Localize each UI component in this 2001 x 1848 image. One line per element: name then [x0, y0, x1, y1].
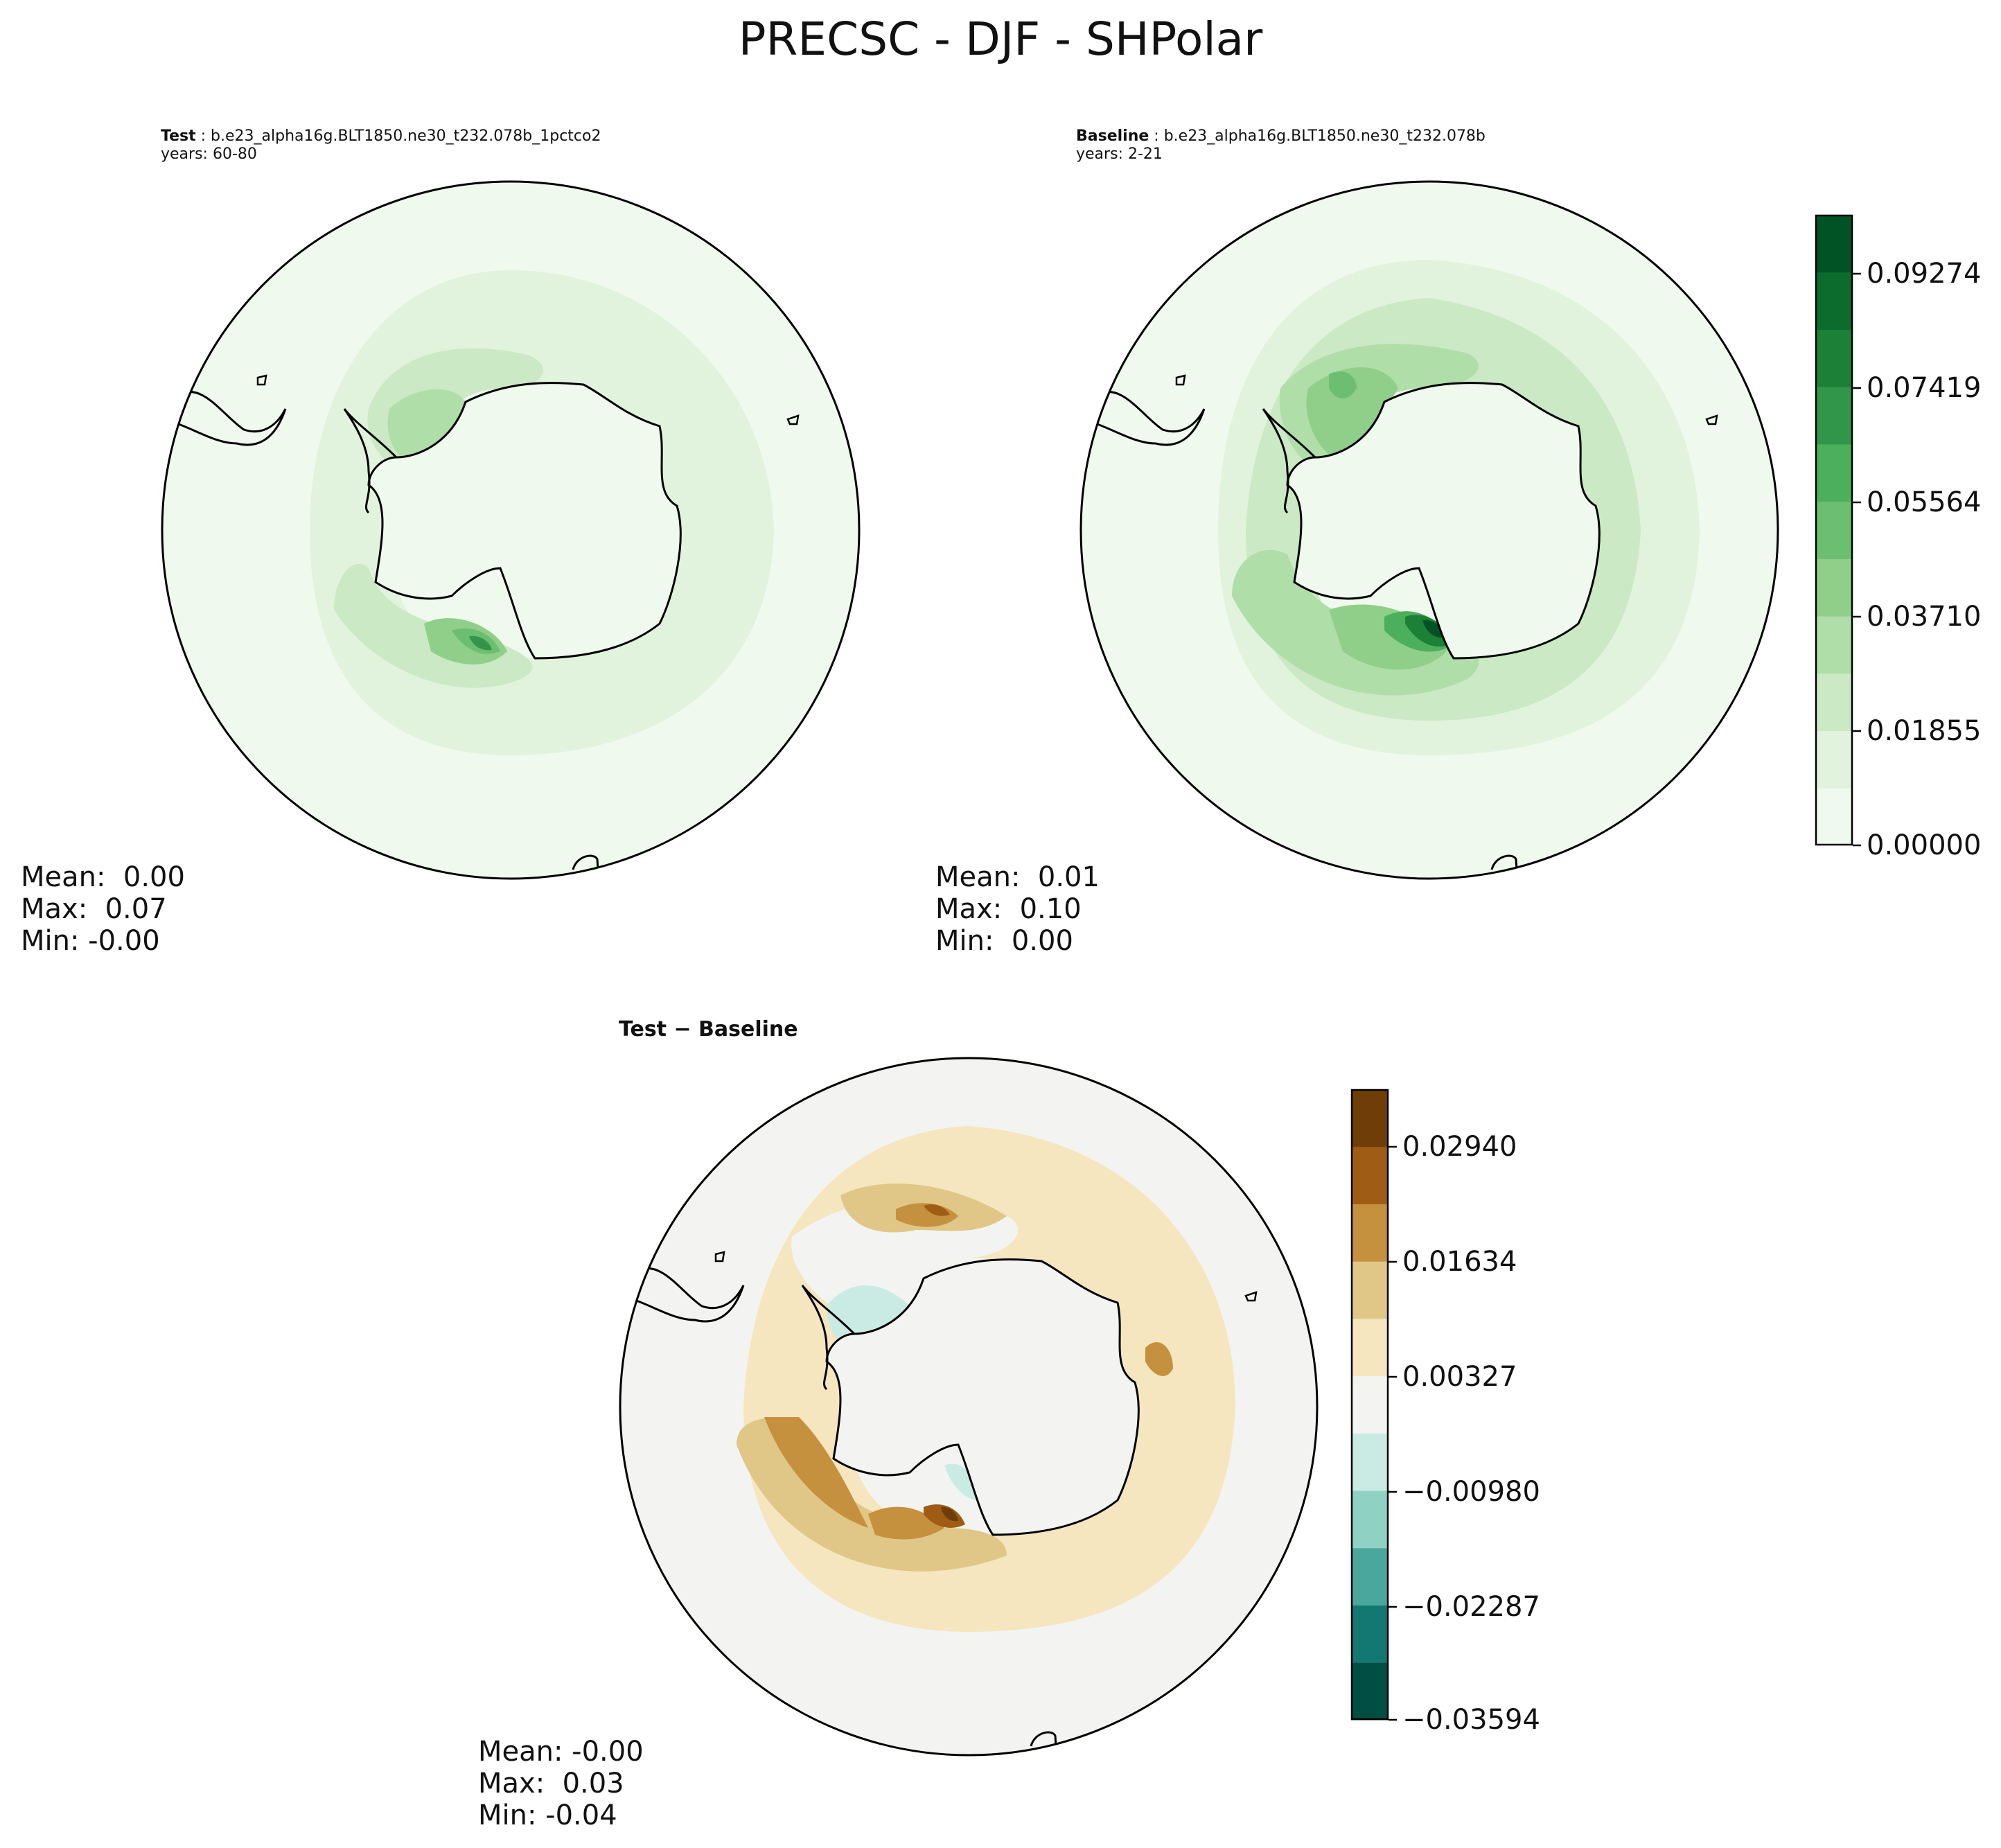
colorbar-segment: [1351, 1490, 1389, 1549]
baseline-min: Min: 0.00: [935, 925, 1073, 957]
colorbar-segment: [1351, 1547, 1389, 1606]
colorbar-segment: [1351, 1204, 1389, 1262]
colorbar-tick-label: 0.01855: [1867, 715, 1982, 747]
colorbar-tick-label: 0.00327: [1402, 1361, 1517, 1393]
diff-mean: Mean: -0.00: [478, 1736, 644, 1768]
test-case-label: Test : b.e23_alpha16g.BLT1850.ne30_t232.…: [161, 127, 601, 146]
baseline-case-label: Baseline : b.e23_alpha16g.BLT1850.ne30_t…: [1076, 127, 1486, 146]
test-max: Max: 0.07: [21, 893, 167, 925]
colorbar-tick-label: 0.09274: [1867, 258, 1982, 290]
colorbar-segment: [1815, 730, 1853, 789]
figure-title: PRECSC - DJF - SHPolar: [738, 12, 1263, 66]
test-label: Test: [161, 127, 196, 145]
test-case-name: : b.e23_alpha16g.BLT1850.ne30_t232.078b_…: [195, 127, 601, 145]
diff-max: Max: 0.03: [478, 1768, 624, 1799]
baseline-case-name: : b.e23_alpha16g.BLT1850.ne30_t232.078b: [1149, 127, 1486, 145]
colorbar-segment: [1351, 1433, 1389, 1491]
colorbar-tick-label: 0.02940: [1402, 1131, 1517, 1163]
baseline-mean: Mean: 0.01: [935, 861, 1100, 893]
colorbar-tick-label: 0.07419: [1867, 372, 1982, 404]
colorbar-segment: [1815, 329, 1853, 387]
colorbar-segment: [1351, 1089, 1389, 1147]
baseline-map: [1079, 180, 1779, 880]
main-colorbar: [1815, 214, 1861, 847]
colorbar-border: [1815, 214, 1853, 846]
colorbar-segment: [1815, 501, 1853, 559]
colorbar-tick-label: −0.03594: [1402, 1704, 1540, 1736]
diff-min: Min: -0.04: [478, 1799, 617, 1831]
baseline-max: Max: 0.10: [935, 893, 1082, 925]
colorbar-segment: [1351, 1261, 1389, 1319]
colorbar-segment: [1351, 1146, 1389, 1204]
colorbar-segment: [1351, 1318, 1389, 1377]
colorbar-border: [1350, 1089, 1389, 1721]
diff-stats: Mean: -0.00 Max: 0.03 Min: -0.04: [478, 1736, 644, 1831]
diff-map: [619, 1057, 1319, 1757]
colorbar-segment: [1351, 1605, 1389, 1663]
colorbar-tick-label: 0.05564: [1867, 486, 1982, 518]
colorbar-segment: [1815, 788, 1853, 846]
colorbar-segment: [1815, 616, 1853, 674]
test-stats: Mean: 0.00 Max: 0.07 Min: -0.00: [21, 861, 185, 957]
diff-title: Test − Baseline: [619, 1017, 798, 1041]
colorbar-segment: [1815, 558, 1853, 617]
colorbar-segment: [1815, 387, 1853, 445]
diff-colorbar: [1350, 1089, 1397, 1721]
test-map: [161, 180, 861, 880]
colorbar-segment: [1815, 673, 1853, 732]
colorbar-segment: [1815, 272, 1853, 330]
colorbar-segment: [1815, 215, 1853, 273]
baseline-label: Baseline: [1076, 127, 1149, 145]
colorbar-tick-label: 0.01634: [1402, 1246, 1517, 1278]
colorbar-tick-label: −0.02287: [1402, 1591, 1540, 1623]
baseline-stats: Mean: 0.01 Max: 0.10 Min: 0.00: [935, 861, 1100, 957]
colorbar-segment: [1815, 443, 1853, 502]
colorbar-tick-label: 0.00000: [1867, 829, 1982, 861]
baseline-years: years: 2-21: [1076, 146, 1163, 163]
test-mean: Mean: 0.00: [21, 861, 185, 893]
colorbar-tick-label: 0.03710: [1867, 601, 1982, 633]
test-years: years: 60-80: [161, 146, 257, 163]
colorbar-segment: [1351, 1375, 1389, 1434]
colorbar-tick-label: −0.00980: [1402, 1476, 1540, 1508]
colorbar-segment: [1351, 1662, 1389, 1721]
test-min: Min: -0.00: [21, 925, 160, 957]
